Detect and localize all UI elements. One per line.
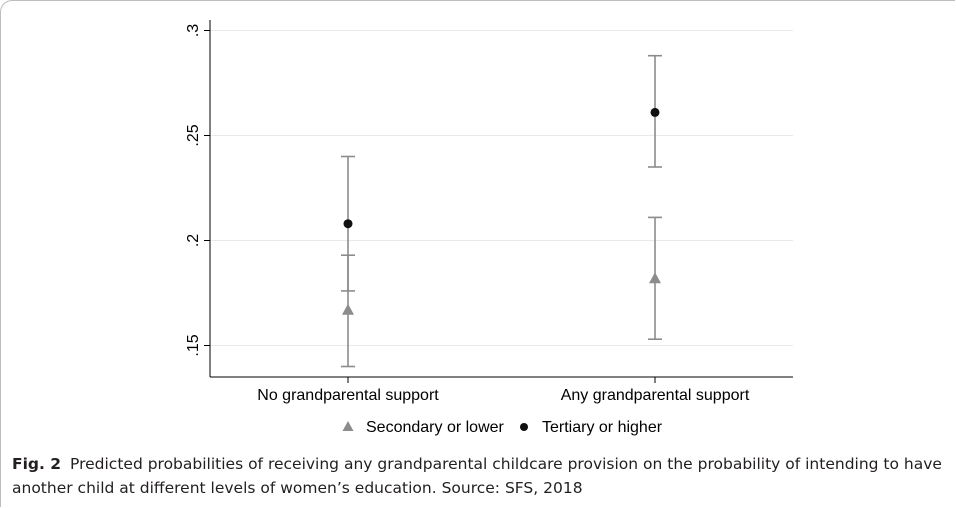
data-point-triangle — [649, 272, 661, 284]
y-tick-label: .25 — [185, 124, 202, 146]
y-tick-label: .15 — [185, 334, 202, 356]
figure-caption-text: Predicted probabilities of receiving any… — [12, 455, 942, 497]
chart: .15 .2 .25 .3 No grandparental support Any gr… — [185, 20, 793, 436]
x-tick-label: No grandparental support — [257, 387, 439, 404]
data-point-circle — [343, 219, 353, 229]
legend: Secondary or lower Tertiary or higher — [342, 419, 663, 436]
data-point-circle — [650, 107, 660, 117]
error-bars — [341, 54, 662, 368]
x-tick-label: Any grandparental support — [561, 387, 750, 404]
gridlines — [210, 30, 793, 346]
legend-label: Secondary or lower — [366, 419, 505, 436]
figure-label: Fig. 2 — [12, 455, 62, 473]
figure-caption: Fig. 2 Predicted probabilities of receiv… — [12, 452, 942, 500]
y-tick-label: .2 — [185, 234, 202, 247]
legend-label: Tertiary or higher — [542, 419, 663, 436]
axes: .15 .2 .25 .3 No grandparental support Any gr… — [185, 20, 793, 404]
legend-marker-triangle — [342, 421, 354, 431]
data-points — [342, 107, 661, 315]
legend-marker-circle — [520, 423, 528, 431]
data-point-triangle — [342, 303, 354, 315]
y-tick-label: .3 — [185, 24, 202, 37]
